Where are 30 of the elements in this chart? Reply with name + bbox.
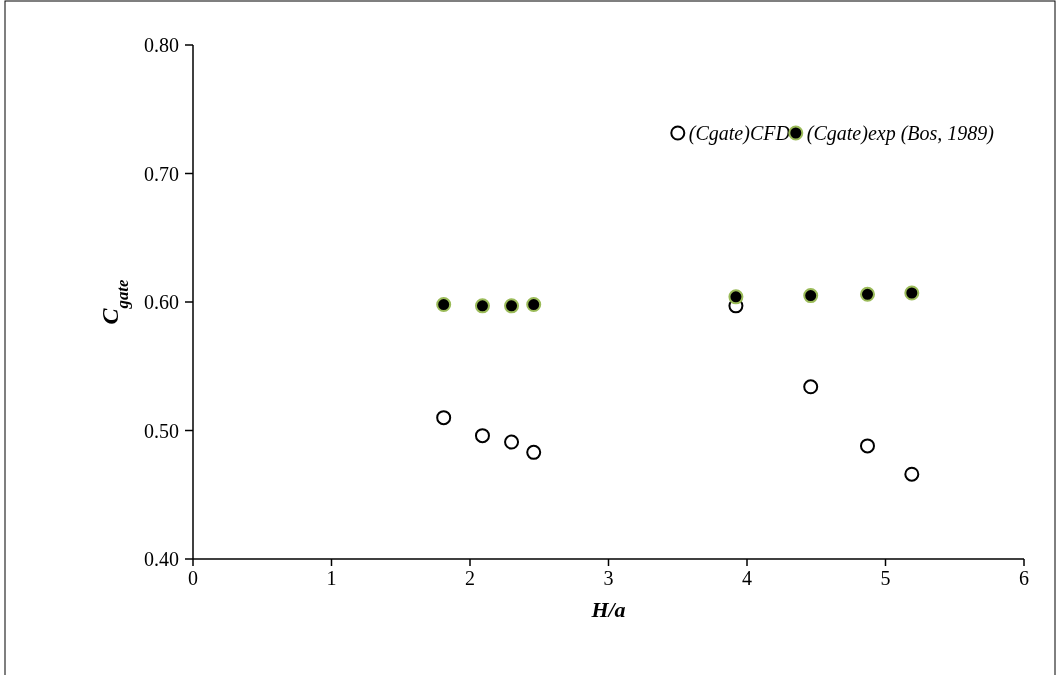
- point: [803, 379, 819, 395]
- legend-label: (Cgate)exp (Bos, 1989): [806, 122, 995, 145]
- point: [504, 434, 520, 450]
- point: [860, 286, 875, 302]
- x-tick-label: 5: [880, 567, 891, 589]
- point: [474, 298, 490, 314]
- point: [904, 285, 920, 301]
- point: [504, 298, 520, 314]
- point: [526, 444, 542, 460]
- y-tick-label: 0.50: [144, 419, 179, 442]
- point: [860, 438, 875, 454]
- y-tick-label: 0.60: [144, 291, 179, 313]
- point: [436, 410, 452, 426]
- point: [728, 289, 744, 305]
- point: [474, 428, 490, 444]
- point: [803, 288, 819, 304]
- x-axis-title: H/a: [590, 597, 626, 622]
- x-tick-label: 0: [188, 567, 198, 589]
- x-tick-label: 6: [1019, 567, 1029, 589]
- y-tick-label: 0.70: [144, 162, 179, 185]
- x-tick-label: 3: [603, 567, 614, 589]
- legend-label: (Cgate)CFD: [688, 122, 791, 145]
- point: [904, 466, 920, 482]
- y-tick-label: 0.80: [144, 34, 179, 56]
- y-tick-label: 0.40: [144, 548, 179, 570]
- x-tick-label: 4: [742, 567, 752, 589]
- point: [526, 297, 542, 313]
- x-tick-label: 2: [465, 567, 475, 589]
- point: [436, 297, 452, 313]
- x-tick-label: 1: [326, 567, 337, 589]
